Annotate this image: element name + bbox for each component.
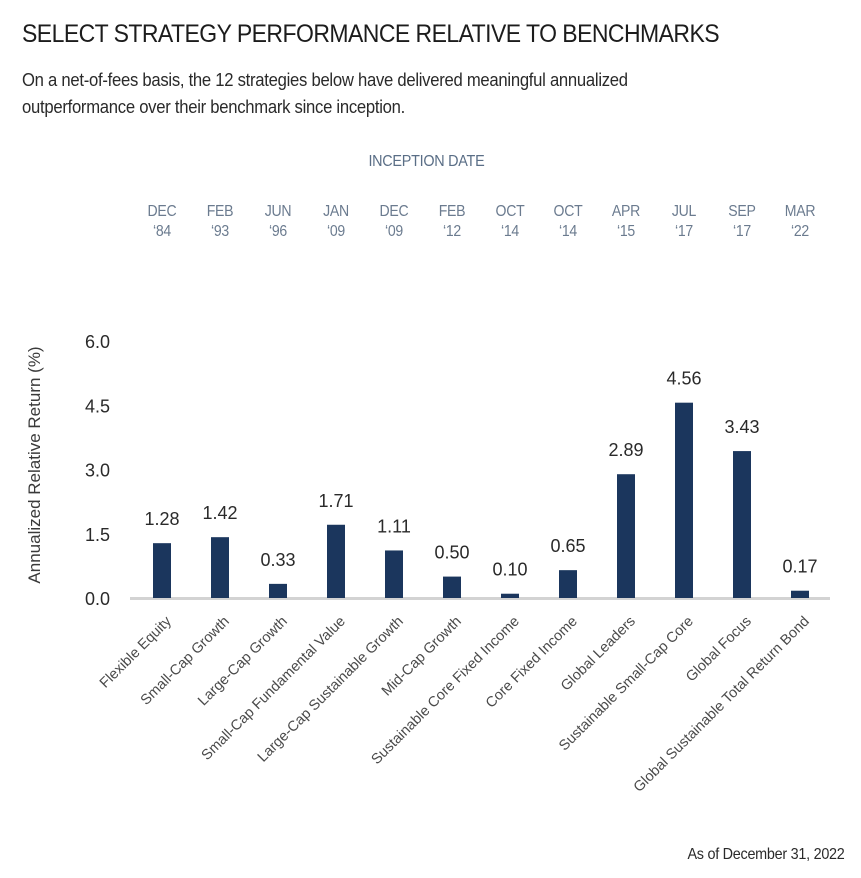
y-tick-label: 6.0: [85, 332, 110, 352]
bar: [327, 524, 345, 598]
inception-year: ‘14: [500, 223, 519, 240]
y-tick-label: 1.5: [85, 525, 110, 545]
inception-month: APR: [611, 203, 641, 220]
x-axis-baseline: [130, 597, 830, 600]
y-tick-label: 4.5: [85, 396, 110, 416]
inception-date: MAR ‘22: [775, 202, 824, 242]
value-label: 1.71: [318, 491, 353, 511]
inception-date: OCT ‘14: [485, 202, 534, 242]
inception-date-header-label: INCEPTION DATE: [368, 153, 485, 170]
bar: [443, 576, 461, 598]
inception-month: DEC: [147, 203, 177, 220]
inception-date: APR ‘15: [601, 202, 650, 242]
inception-date: OCT ‘14: [543, 202, 592, 242]
value-label: 0.17: [782, 557, 817, 577]
page-subtitle: On a net-of-fees basis, the 12 strategie…: [22, 69, 628, 117]
inception-year: ‘17: [674, 223, 693, 240]
inception-date: SEP ‘17: [717, 202, 766, 242]
inception-month: JAN: [323, 203, 349, 220]
inception-year: ‘22: [790, 223, 809, 240]
y-axis-label: Annualized Relative Return (%): [25, 346, 44, 583]
value-label: 1.11: [377, 516, 411, 536]
value-labels-group: 1.28 1.42 0.33 1.71 1.11 0.50 0.10 0.65 2.89 4.56…: [144, 369, 817, 580]
inception-month: OCT: [495, 203, 525, 220]
inception-year: ‘15: [616, 223, 635, 240]
bar: [385, 550, 403, 598]
value-label: 4.56: [666, 369, 701, 389]
inception-date: JAN ‘09: [311, 202, 360, 242]
bar: [675, 402, 693, 598]
inception-year: ‘14: [558, 223, 577, 240]
inception-date: JUL ‘17: [659, 202, 708, 242]
bars-group: [153, 402, 809, 598]
inception-year: ‘93: [210, 223, 229, 240]
bar: [559, 570, 577, 598]
y-axis: 0.0 1.5 3.0 4.5 6.0: [85, 332, 110, 609]
inception-year: ‘12: [442, 223, 461, 240]
inception-date: JUN ‘96: [253, 202, 302, 242]
value-label: 0.33: [260, 550, 295, 570]
value-label: 0.50: [434, 543, 469, 563]
inception-month: SEP: [728, 203, 756, 220]
value-label: 3.43: [724, 417, 759, 437]
inception-date: FEB ‘12: [427, 202, 476, 242]
inception-year: ‘09: [326, 223, 345, 240]
inception-year: ‘09: [384, 223, 403, 240]
bar: [211, 537, 229, 598]
inception-month: JUN: [264, 203, 292, 220]
bar: [791, 590, 809, 598]
inception-month: FEB: [438, 203, 466, 220]
value-label: 0.10: [492, 560, 527, 580]
bar: [153, 543, 171, 598]
bar: [617, 474, 635, 598]
bar: [501, 593, 519, 598]
y-tick-label: 3.0: [85, 461, 110, 481]
inception-month: FEB: [206, 203, 234, 220]
bar: [733, 451, 751, 598]
value-label: 1.42: [202, 503, 237, 523]
page-title: SELECT STRATEGY PERFORMANCE RELATIVE TO …: [22, 20, 720, 48]
inception-date: FEB ‘93: [195, 202, 244, 242]
inception-year: ‘17: [732, 223, 751, 240]
value-label: 2.89: [608, 440, 643, 460]
inception-year: ‘96: [268, 223, 287, 240]
inception-date: DEC ‘09: [369, 202, 418, 242]
inception-date: DEC ‘84: [137, 202, 186, 242]
inception-date-header: INCEPTION DATE: [0, 153, 861, 171]
value-label: 0.65: [550, 536, 585, 556]
inception-year: ‘84: [152, 223, 171, 240]
value-label: 1.28: [144, 509, 179, 529]
as-of-date-footnote: As of December 31, 2022: [687, 846, 845, 863]
bar: [269, 583, 287, 598]
inception-month: MAR: [784, 203, 816, 220]
inception-month: OCT: [553, 203, 583, 220]
inception-month: JUL: [671, 203, 697, 220]
y-tick-label: 0.0: [85, 589, 110, 609]
inception-month: DEC: [379, 203, 409, 220]
